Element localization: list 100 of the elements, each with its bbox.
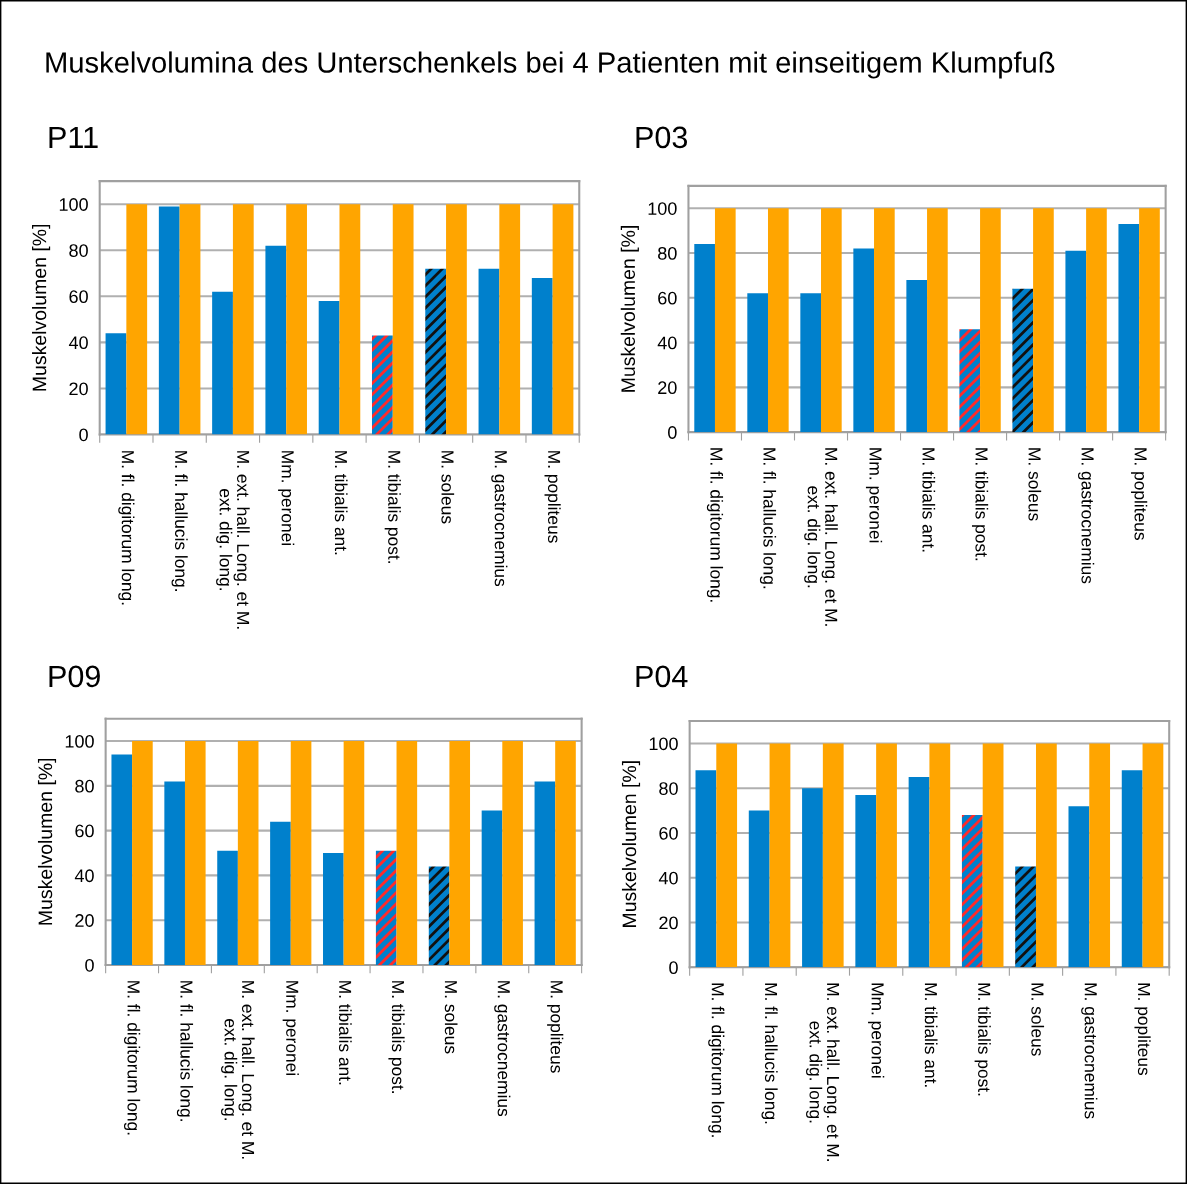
bar bbox=[179, 204, 201, 435]
chart-title: P04 bbox=[636, 665, 688, 688]
bar bbox=[237, 741, 259, 965]
bar bbox=[767, 208, 789, 433]
bar bbox=[217, 850, 238, 965]
bar bbox=[534, 781, 556, 965]
bar bbox=[270, 821, 291, 965]
y-axis-title: Muskelvolumen [%] bbox=[621, 761, 641, 927]
bar bbox=[184, 741, 206, 965]
y-tick-label: 20 bbox=[69, 382, 88, 396]
bar bbox=[286, 204, 307, 435]
bar bbox=[111, 754, 133, 965]
x-tick-label: M. fl. hallucis long. bbox=[759, 448, 777, 589]
bar bbox=[876, 743, 897, 968]
y-tick-label: 20 bbox=[658, 381, 677, 395]
x-tick-label: M. tibialis ant. bbox=[334, 451, 348, 555]
x-tick-label: M. soleus bbox=[1031, 983, 1045, 1056]
bar bbox=[1086, 208, 1107, 433]
bar bbox=[371, 335, 393, 435]
x-tick-label: M. soleus bbox=[444, 981, 458, 1054]
x-tick-label: M. tibialis ant. bbox=[338, 981, 352, 1085]
chart-title: P09 bbox=[49, 665, 100, 688]
bar bbox=[396, 741, 418, 965]
x-tick-label: Mm. peronei bbox=[282, 981, 299, 1076]
bar bbox=[929, 743, 951, 968]
bar bbox=[821, 208, 842, 433]
bar bbox=[375, 850, 397, 965]
bar bbox=[555, 741, 576, 965]
bar bbox=[982, 743, 1004, 968]
chart-title: P03 bbox=[636, 126, 688, 149]
bar bbox=[164, 781, 185, 965]
bar bbox=[716, 743, 738, 968]
x-tick-label: M. tibialis ant. bbox=[922, 448, 936, 552]
text: Muskelvolumina des Unterschenkels bei 4 Patienten mit einseitigem Klumpfuß bbox=[46, 51, 1055, 79]
bar bbox=[502, 741, 523, 965]
bar bbox=[531, 277, 553, 435]
bar bbox=[232, 204, 254, 435]
bar bbox=[1035, 743, 1057, 968]
x-tick-label: M. soleus bbox=[1028, 448, 1042, 521]
x-tick-label: M. popliteus bbox=[547, 981, 564, 1073]
y-tick-label: 100 bbox=[65, 735, 94, 748]
x-tick-label: M. soleus bbox=[441, 451, 455, 524]
x-tick-label: M. tibialis ant. bbox=[924, 983, 938, 1087]
bar bbox=[1089, 743, 1111, 968]
y-axis-title: Muskelvolumen [%] bbox=[620, 226, 639, 392]
bar bbox=[874, 208, 895, 433]
y-tick-label: 60 bbox=[658, 291, 677, 305]
bar bbox=[714, 208, 736, 433]
bar bbox=[339, 204, 361, 435]
bar bbox=[158, 206, 180, 435]
x-tick-label: M. ext. hall. Long. et M. ext. dig. long. bbox=[804, 448, 838, 626]
y-tick-label: 60 bbox=[69, 290, 88, 304]
bar bbox=[694, 244, 715, 433]
bar bbox=[927, 208, 948, 433]
y-tick-label: 40 bbox=[68, 336, 88, 350]
bar bbox=[428, 866, 450, 965]
y-tick-label: 40 bbox=[657, 336, 677, 350]
y-tick-label: 80 bbox=[659, 782, 678, 795]
x-tick-label: M. gastrocnemius bbox=[1081, 983, 1098, 1119]
y-tick-label: 100 bbox=[648, 202, 677, 215]
bar bbox=[747, 293, 768, 433]
bar bbox=[1012, 288, 1034, 433]
bar bbox=[769, 743, 791, 968]
y-tick-label: 0 bbox=[668, 426, 677, 439]
x-tick-label: M. gastrocnemius bbox=[1078, 448, 1095, 584]
bar bbox=[446, 204, 467, 435]
bar bbox=[1118, 223, 1140, 433]
y-tick-label: 0 bbox=[79, 428, 88, 442]
bar bbox=[552, 204, 574, 435]
x-tick-label: M. gastrocnemius bbox=[494, 981, 511, 1117]
x-tick-label: M. fl. hallucis long. bbox=[761, 983, 778, 1124]
bar bbox=[906, 279, 928, 433]
y-tick-label: 40 bbox=[74, 869, 94, 883]
bar bbox=[961, 815, 983, 968]
bar bbox=[499, 204, 521, 435]
bar bbox=[449, 741, 471, 965]
x-tick-label: M. popliteus bbox=[1134, 983, 1151, 1076]
y-tick-label: 100 bbox=[649, 737, 678, 751]
bar bbox=[853, 248, 875, 433]
x-tick-label: M. fl. digitorum long. bbox=[708, 983, 725, 1137]
y-axis-title: Muskelvolumen [%] bbox=[37, 758, 57, 925]
x-tick-label: Mm. peronei bbox=[278, 451, 295, 546]
x-tick-label: Mm. peronei bbox=[865, 448, 883, 543]
y-tick-label: 0 bbox=[669, 961, 678, 975]
bar bbox=[212, 291, 233, 435]
y-tick-label: 80 bbox=[69, 244, 88, 257]
bar bbox=[425, 268, 447, 435]
bar bbox=[1068, 806, 1090, 968]
x-tick-label: M. tibialis post. bbox=[971, 448, 989, 561]
x-tick-label: M. ext. hall. Long. et M. ext. dig. long. bbox=[221, 981, 255, 1159]
bar bbox=[392, 204, 414, 435]
bar bbox=[290, 741, 312, 965]
x-tick-label: M. ext. hall. Long. et M. ext. dig. long. bbox=[216, 451, 250, 629]
bar bbox=[318, 300, 340, 435]
x-tick-label: M. fl. digitorum long. bbox=[706, 448, 724, 602]
x-tick-label: M. popliteus bbox=[544, 451, 561, 543]
bar bbox=[265, 245, 287, 435]
x-tick-label: M. tibialis post. bbox=[974, 983, 991, 1096]
bar bbox=[1139, 208, 1160, 433]
bar bbox=[800, 293, 822, 433]
